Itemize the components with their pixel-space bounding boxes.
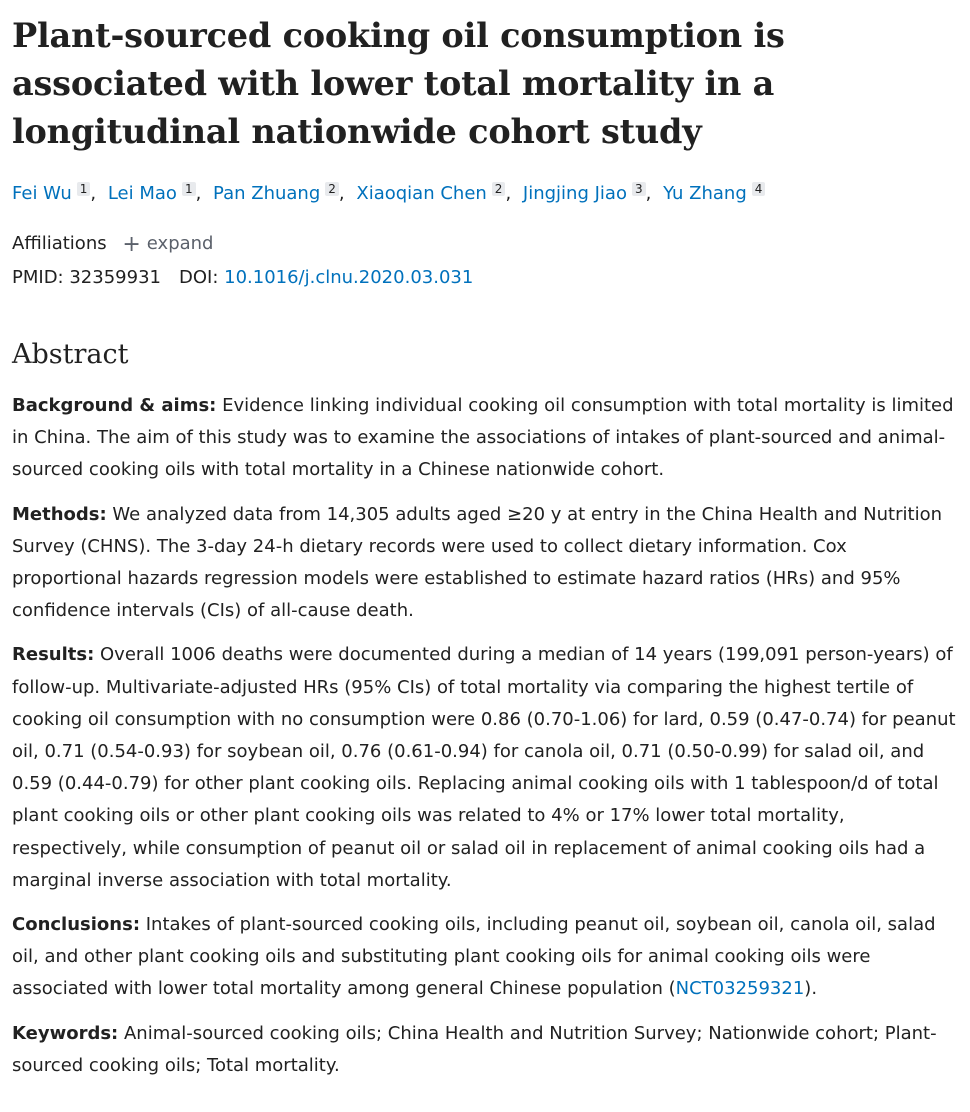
pmid-label: PMID: (12, 267, 64, 288)
keywords-label: Keywords: (12, 1022, 119, 1044)
author-link-lei-mao[interactable]: Lei Mao (107, 183, 177, 204)
author-link-yu-zhang[interactable]: Yu Zhang (663, 183, 747, 204)
abstract-conclusions: Conclusions: Intakes of plant-sourced co… (12, 909, 960, 1006)
abstract-heading: Abstract (12, 339, 129, 370)
background-label: Background & aims: (12, 395, 217, 416)
article-identifiers: PMID: 32359931 DOI: 10.1016/j.clnu.2020.0… (12, 264, 960, 292)
affiliations-label: Affiliations (12, 233, 107, 254)
results-label: Results: (12, 644, 95, 666)
abstract-results: Results: Overall 1006 deaths were docume… (12, 639, 960, 897)
abstract-background: Background & aims: Evidence linking indi… (12, 390, 960, 487)
conclusions-text: Intakes of plant-sourced cooking oils, i… (12, 914, 936, 1000)
affiliation-ref[interactable]: 1 (181, 182, 196, 196)
pmid-value: 32359931 (69, 267, 161, 288)
author-link-xiaoqian-chen[interactable]: Xiaoqian Chen (356, 183, 487, 204)
affiliation-ref[interactable]: 4 (751, 182, 766, 196)
expand-label: expand (146, 233, 214, 254)
trial-registration-link[interactable]: NCT03259321 (675, 978, 805, 1000)
author-link-jingjing-jiao[interactable]: Jingjing Jiao (522, 183, 627, 204)
author-link-fei-wu[interactable]: Fei Wu (12, 183, 72, 204)
affiliation-ref[interactable]: 3 (631, 182, 646, 196)
abstract-methods: Methods: We analyzed data from 14,305 ad… (12, 499, 960, 628)
author-list: Fei Wu 1, Lei Mao 1, Pan Zhuang 2, Xiaoqian… (12, 180, 960, 208)
affiliation-ref[interactable]: 1 (76, 182, 91, 196)
doi-label: DOI: (178, 267, 219, 288)
results-text: Overall 1006 deaths were documented duri… (12, 644, 956, 891)
doi-link[interactable]: 10.1016/j.clnu.2020.03.031 (224, 267, 474, 288)
conclusions-label: Conclusions: (12, 914, 141, 936)
affiliations-expand-toggle[interactable]: + expand (122, 232, 214, 257)
conclusions-end: ). (804, 978, 818, 1000)
keywords-text: Animal-sourced cooking oils; China Healt… (12, 1022, 937, 1076)
methods-text: We analyzed data from 14,305 adults aged… (12, 503, 942, 622)
affiliations-row: Affiliations + expand (12, 230, 960, 258)
author-link-pan-zhuang[interactable]: Pan Zhuang (213, 183, 321, 204)
article-title: Plant-sourced cooking oil consumption is… (12, 16, 785, 151)
article-page: Plant-sourced cooking oil consumption is… (12, 16, 960, 1082)
background-text: Evidence linking individual cooking oil … (12, 395, 954, 481)
affiliation-ref[interactable]: 2 (325, 182, 339, 196)
affiliation-ref[interactable]: 2 (491, 182, 506, 196)
plus-icon: + (122, 232, 141, 257)
methods-label: Methods: (12, 503, 107, 525)
abstract-keywords: Keywords: Animal-sourced cooking oils; C… (12, 1018, 960, 1082)
